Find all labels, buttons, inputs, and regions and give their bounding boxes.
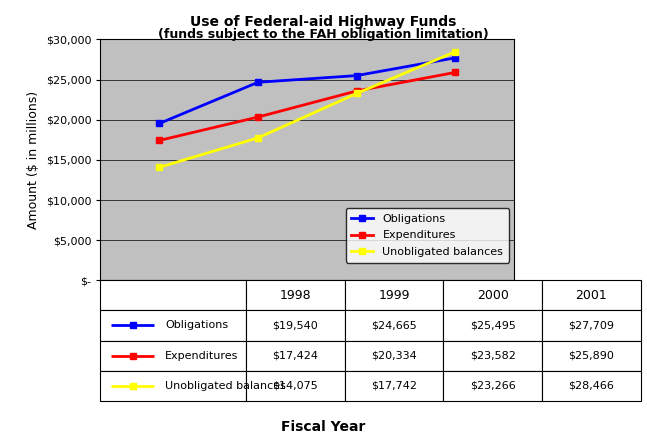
Obligations [353,73,360,78]
Bar [345,371,443,401]
Unobligated balances [452,49,459,54]
Text: Unobligated balances: Unobligated balances [165,381,286,391]
Bar [443,371,542,401]
Obligations [452,55,459,60]
Bar [542,311,641,341]
Bar [100,371,246,401]
Text: $25,495: $25,495 [470,321,516,331]
Line: Unobligated balances: Unobligated balances [157,49,458,170]
Text: Use of Federal-aid Highway Funds: Use of Federal-aid Highway Funds [190,15,457,29]
Bar [345,311,443,341]
Bar [542,371,641,401]
Legend: Obligations, Expenditures, Unobligated balances: Obligations, Expenditures, Unobligated b… [345,208,509,263]
Bar [542,280,641,311]
Text: $25,890: $25,890 [568,350,614,360]
Text: 1999: 1999 [378,289,410,302]
Bar [100,280,246,311]
Bar [246,311,345,341]
Text: $27,709: $27,709 [568,321,614,331]
Bar [246,341,345,371]
Bar [100,341,246,371]
Obligations [254,80,262,85]
Text: $24,665: $24,665 [371,321,417,331]
Expenditures [254,114,262,120]
Unobligated balances [155,165,163,170]
Bar [542,341,641,371]
Unobligated balances [353,91,360,96]
Text: $17,742: $17,742 [371,381,417,391]
Text: $23,582: $23,582 [470,350,516,360]
Bar [246,371,345,401]
Bar [345,280,443,311]
Text: $17,424: $17,424 [272,350,318,360]
Bar [443,311,542,341]
Text: 1998: 1998 [280,289,311,302]
Bar [443,341,542,371]
Line: Expenditures: Expenditures [157,70,458,143]
Text: $19,540: $19,540 [272,321,318,331]
Expenditures [353,88,360,94]
Bar [246,280,345,311]
Text: $28,466: $28,466 [568,381,614,391]
Text: $14,075: $14,075 [272,381,318,391]
Obligations [155,121,163,126]
Line: Obligations: Obligations [157,55,458,126]
Text: Fiscal Year: Fiscal Year [281,420,366,434]
Unobligated balances [254,135,262,141]
Text: Expenditures: Expenditures [165,350,239,360]
Expenditures [452,70,459,75]
Text: Obligations: Obligations [165,321,228,331]
Text: 2000: 2000 [477,289,509,302]
Y-axis label: Amount ($ in millions): Amount ($ in millions) [27,91,40,229]
Bar [100,311,246,341]
Bar [443,280,542,311]
Text: $20,334: $20,334 [371,350,417,360]
Text: $23,266: $23,266 [470,381,516,391]
Expenditures [155,138,163,143]
Text: 2001: 2001 [575,289,607,302]
Bar [345,341,443,371]
Text: (funds subject to the FAH obligation limitation): (funds subject to the FAH obligation lim… [158,28,489,42]
